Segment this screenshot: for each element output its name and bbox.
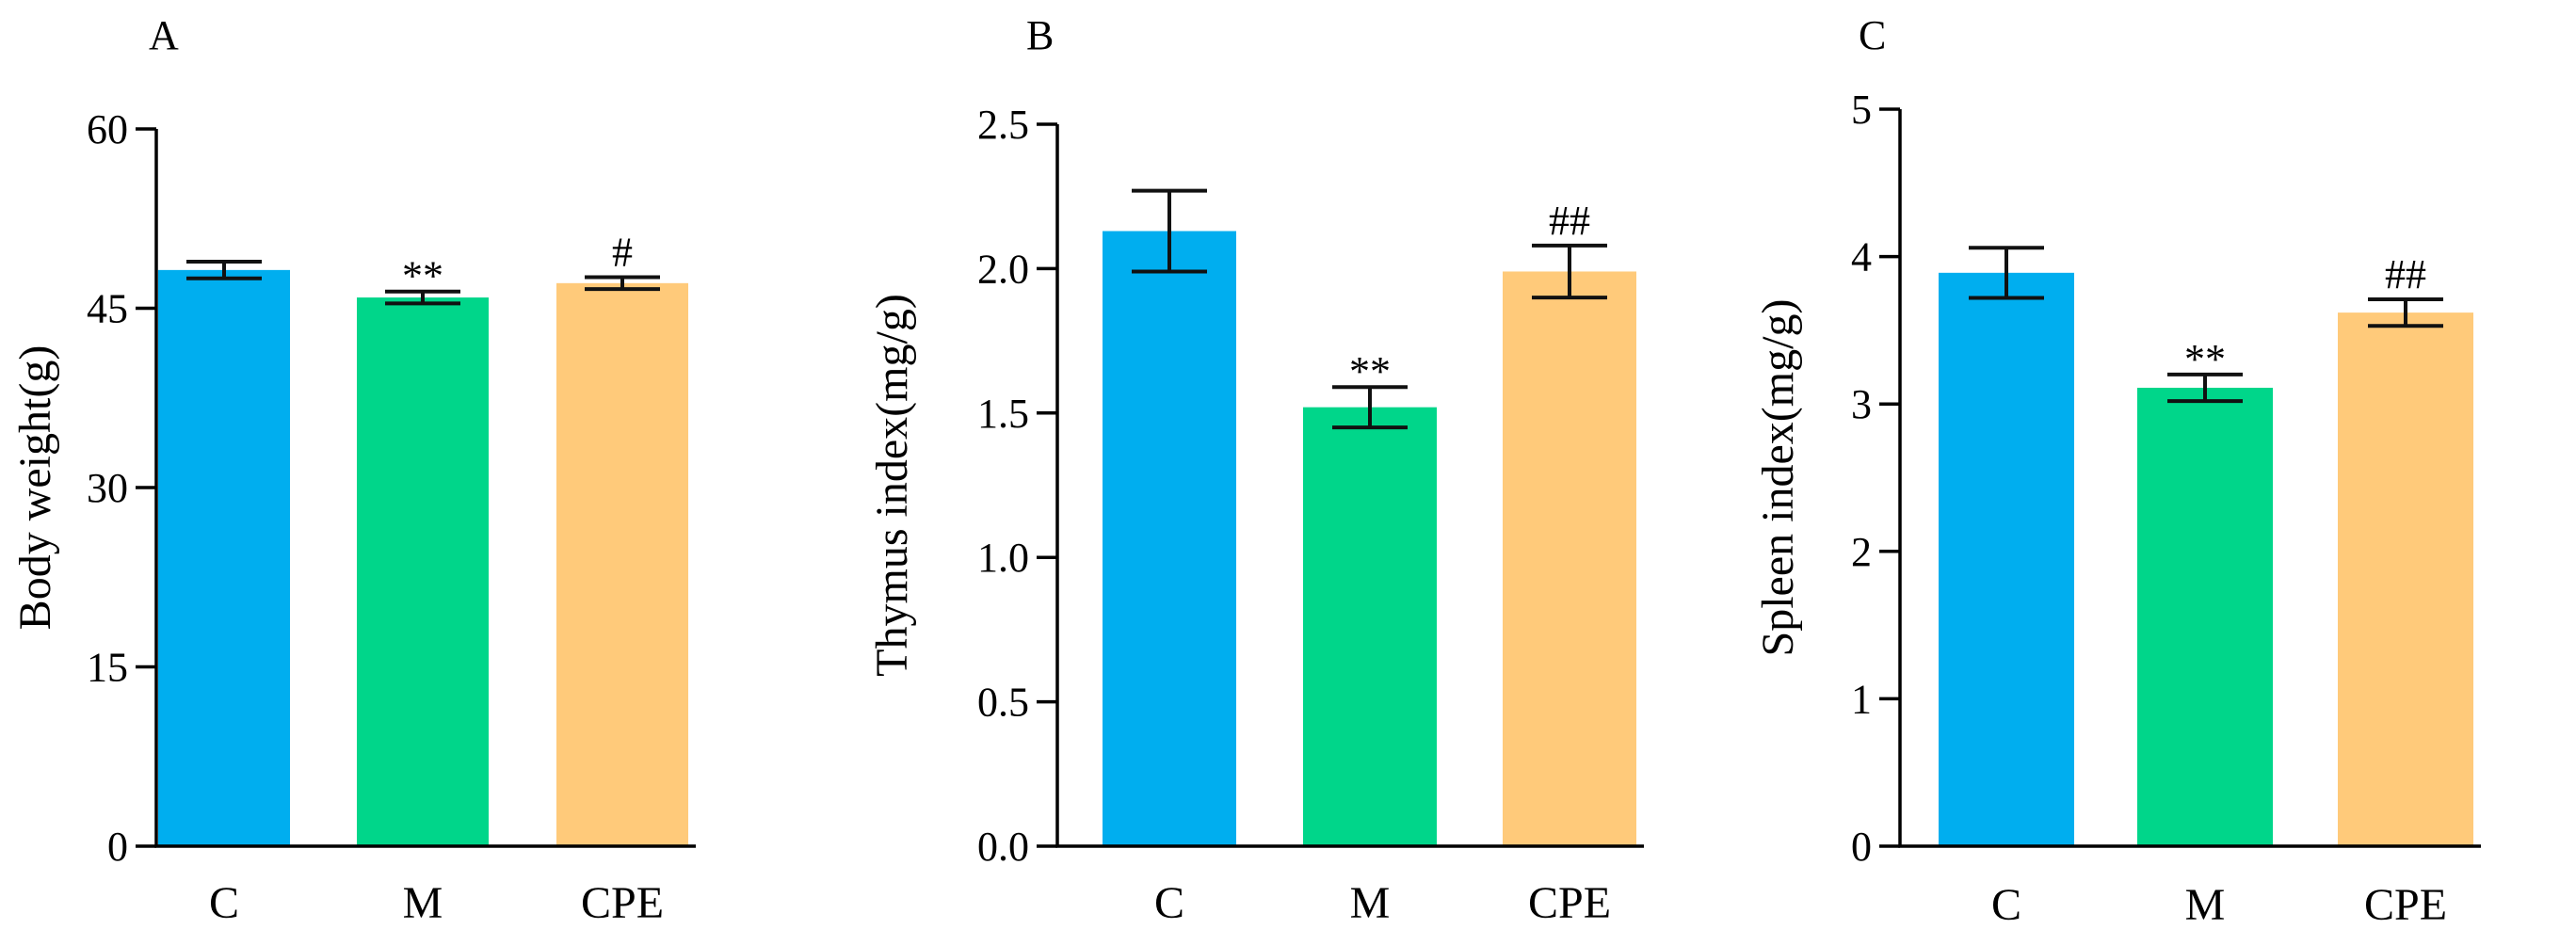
chart-panel-a: A ** #0 15 30 45 60 C M CPE Body weight(g) [10, 12, 696, 928]
y-axis-label: Spleen index(mg/g) [1753, 299, 1803, 657]
error-bar-c [1132, 188, 1207, 274]
y-tick-label: 1 [1851, 676, 1872, 722]
significance-label: # [612, 229, 633, 275]
error-bar-c [186, 259, 262, 280]
bar-c [1939, 272, 2074, 846]
error-bar-m [2167, 372, 2243, 404]
error-bar-cpe [585, 275, 660, 292]
y-tick-label: 5 [1851, 87, 1872, 133]
y-tick-label: 2.0 [977, 246, 1029, 292]
y-tick-label: 2 [1851, 529, 1872, 575]
error-bar-cpe [2368, 297, 2443, 328]
y-tick-label: 2.5 [977, 102, 1029, 148]
chart-panel-c: C ** ## 0 1 2 3 4 5 C M CPE Spleen index(mg/g) [1753, 12, 2481, 930]
bar-cpe [2338, 312, 2473, 846]
x-tick-label: CPE [1528, 878, 1611, 928]
y-tick-label: 1.0 [977, 535, 1029, 581]
x-tick-label: C [1154, 878, 1184, 928]
x-tick-label: CPE [2364, 880, 2447, 930]
error-bar-c [1969, 246, 2044, 300]
y-axis-label: Body weight(g) [10, 345, 60, 631]
x-tick-label: C [1991, 880, 2021, 930]
y-tick-label: 0 [1851, 824, 1872, 870]
x-tick-label: M [1350, 878, 1391, 928]
bar-c [158, 269, 290, 846]
y-tick-label: 0 [107, 824, 128, 870]
y-axis-label: Thymus index(mg/g) [867, 294, 917, 677]
bar-m [2137, 387, 2273, 846]
significance-label: ## [1549, 198, 1590, 244]
chart-panel-b: B ** ## 0.0 0.5 1.0 1.5 2.0 2.5 C M CPE Thymus index… [867, 12, 1644, 928]
y-tick-label: 15 [87, 645, 128, 691]
y-tick-label: 3 [1851, 381, 1872, 427]
x-tick-label: M [403, 878, 443, 928]
bar-c [1103, 231, 1236, 847]
bar-m [1303, 407, 1437, 846]
y-tick-label: 4 [1851, 234, 1872, 280]
y-tick-label: 60 [87, 106, 128, 152]
panel-letter: B [1026, 12, 1054, 58]
bar-cpe [556, 282, 688, 847]
significance-label: ** [1349, 348, 1391, 394]
x-tick-label: C [209, 878, 239, 928]
y-tick-label: 30 [87, 465, 128, 511]
x-tick-label: CPE [581, 878, 664, 928]
y-tick-label: 45 [87, 286, 128, 332]
y-tick-label: 0.5 [977, 680, 1029, 726]
panel-letter: C [1859, 12, 1886, 58]
significance-label: ## [2385, 251, 2426, 297]
significance-label: ** [402, 253, 443, 299]
y-tick-label: 1.5 [977, 391, 1029, 437]
y-tick-label: 0.0 [977, 824, 1029, 870]
error-bar-m [1332, 385, 1408, 430]
error-bar-m [385, 289, 460, 306]
bar-cpe [1503, 271, 1636, 846]
significance-label: ** [2184, 336, 2226, 382]
error-bar-cpe [1532, 243, 1607, 300]
bar-m [357, 297, 489, 846]
x-tick-label: M [2185, 880, 2226, 930]
panel-letter: A [149, 12, 179, 58]
